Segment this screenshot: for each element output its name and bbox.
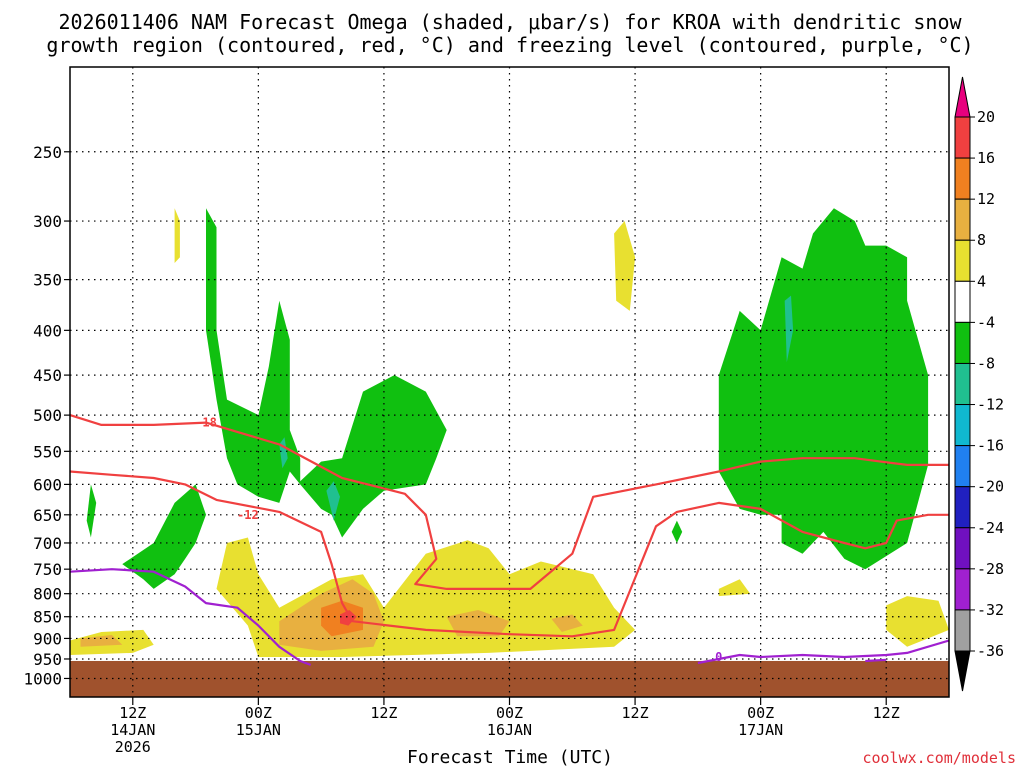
contour-label-0: -18 [195,416,217,430]
colorbar-label-8: -16 [977,437,1004,455]
colorbar-top-arrow [954,76,971,118]
x-tick-label-6-3: 2026 [115,738,151,756]
x-tick-label-42-1: 00Z [496,704,523,722]
colorbar-label-12: -32 [977,601,1004,619]
colorbar-label-7: -12 [977,396,1004,414]
contour-label-1: -12 [237,508,259,522]
y-tick-label-550: 550 [33,442,62,461]
omega-region-5 [551,614,583,632]
contour-line-3 [697,639,949,665]
omega-region-13 [122,484,206,589]
omega-region-16 [671,520,683,543]
y-tick-label-950: 950 [33,650,62,669]
colorbar-box-2 [954,198,971,241]
colorbar-box-9 [954,486,971,529]
colorbar-box-8 [954,445,971,488]
contour-label-2: 0 [715,650,722,664]
colorbar-label-5: -4 [977,313,995,331]
colorbar-box-4 [954,280,971,323]
omega-region-17 [326,481,340,521]
colorbar-label-3: 8 [977,231,986,249]
credit-text: coolwx.com/models [862,749,1016,767]
y-tick-label-400: 400 [33,321,62,340]
x-tick-label-54-1: 12Z [622,704,649,722]
colorbar-box-6 [954,362,971,406]
y-tick-label-350: 350 [33,271,62,290]
x-tick-label-18-2: 15JAN [236,721,281,739]
colorbar-box-5 [954,321,971,364]
y-tick-label-600: 600 [33,475,62,494]
omega-region-4 [446,610,510,637]
plot-area: -18 -12 0 [69,66,950,698]
colorbar-box-11 [954,568,971,611]
y-tick-label-650: 650 [33,506,62,525]
colorbar-box-10 [954,527,971,570]
omega-region-7 [340,610,357,626]
y-axis-ticks: 250 300 350 400 450 500 550 600 650 700 750 800 850 9… [23,143,70,688]
y-tick-label-300: 300 [33,212,62,231]
plot-inner: -18 -12 0 [70,67,949,697]
omega-region-14 [86,484,97,538]
x-tick-label-66-1: 00Z [747,704,774,722]
colorbar-label-4: 4 [977,272,986,290]
contour-line-1 [70,470,949,638]
y-tick-label-450: 450 [33,366,62,385]
colorbar-box-1 [954,157,971,200]
y-tick-label-850: 850 [33,608,62,627]
x-tick-label-30-1: 12Z [370,704,397,722]
chart-title-line1: 2026011406 NAM Forecast Omega (shaded, μ… [58,10,962,34]
x-tick-label-78-1: 12Z [873,704,900,722]
colorbar-label-6: -8 [977,354,995,372]
colorbar: 20 16 12 8 4 -4 -8 -12 -16 -20 -24 -28 -32 -36 [954,76,1004,692]
colorbar-label-0: 20 [977,108,995,126]
omega-region-11 [886,596,949,647]
colorbar-label-2: 12 [977,190,995,208]
omega-region-10 [718,579,751,597]
omega-region-1 [80,635,123,647]
x-tick-label-6-1: 12Z [119,704,146,722]
omega-region-12 [206,208,447,538]
omega-region-9 [174,208,180,263]
chart-title-line2: growth region (contoured, red, °C) and f… [46,33,973,57]
colorbar-label-13: -36 [977,642,1004,660]
y-tick-label-700: 700 [33,534,62,553]
x-tick-label-6-2: 14JAN [110,721,155,739]
x-tick-label-18-1: 00Z [245,704,272,722]
colorbar-bottom-arrow [954,650,971,692]
contour-line-2 [70,568,312,666]
contour-line-4 [865,658,887,663]
colorbar-box-0 [954,116,971,159]
omega-region-8 [614,221,636,311]
omega-region-15 [718,208,929,570]
x-axis-title: Forecast Time (UTC) [407,747,613,768]
y-tick-label-900: 900 [33,629,62,648]
y-tick-label-250: 250 [33,143,62,162]
colorbar-label-1: 16 [977,149,995,167]
y-tick-label-800: 800 [33,585,62,604]
colorbar-box-7 [954,404,971,447]
colorbar-box-12 [954,609,971,652]
omega-region-2 [216,537,636,657]
y-tick-label-750: 750 [33,560,62,579]
omega-region-18 [784,295,794,363]
colorbar-label-10: -24 [977,519,1004,537]
y-tick-label-1000: 1000 [23,669,62,688]
y-tick-label-500: 500 [33,406,62,425]
colorbar-box-3 [954,239,971,282]
x-tick-label-42-2: 16JAN [487,721,532,739]
x-tick-label-66-2: 17JAN [738,721,783,739]
colorbar-label-11: -28 [977,560,1004,578]
colorbar-label-9: -20 [977,478,1004,496]
contour-line-0 [70,414,949,590]
